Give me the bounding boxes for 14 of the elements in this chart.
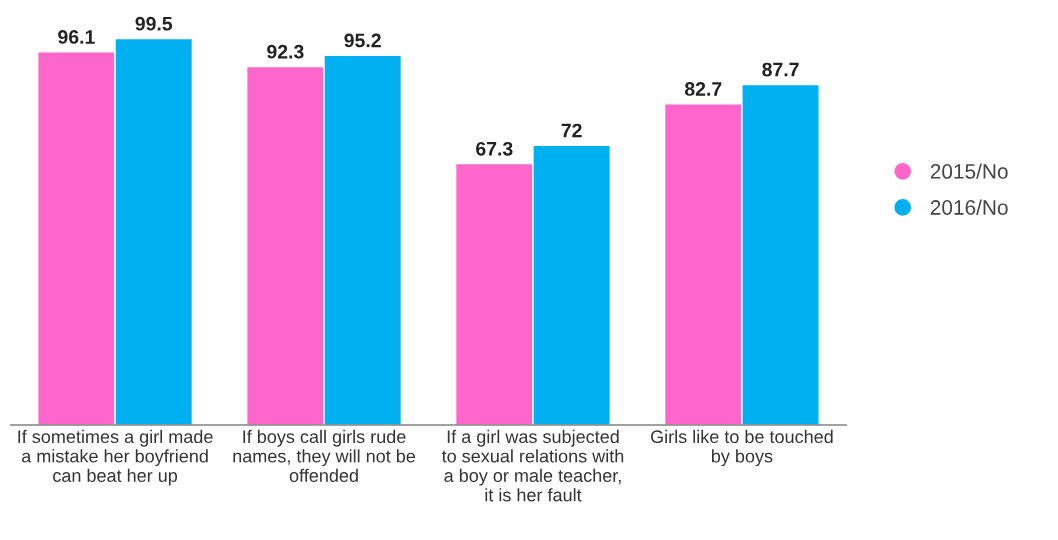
data-label: 92.3 bbox=[267, 44, 304, 59]
data-label: 99.5 bbox=[135, 16, 173, 31]
legend-label: 2015/No bbox=[930, 163, 1008, 179]
data-label: 82.7 bbox=[684, 82, 722, 96]
data-label: 87.7 bbox=[762, 62, 799, 77]
data-label: 67.3 bbox=[476, 141, 513, 156]
data-label: 96.1 bbox=[58, 30, 95, 44]
legend-label: 2016/No bbox=[930, 199, 1008, 215]
data-label: 95.2 bbox=[344, 33, 381, 48]
x-tick-label: Girls like to be touched by boys bbox=[651, 429, 833, 467]
x-tick-label: If a girl was subjected to sexual relations with a boy or male teacher, it is her fault bbox=[441, 429, 624, 502]
x-tick-label: If sometimes a girl made a mistake her boyfriend can beat her up bbox=[18, 429, 213, 486]
x-tick-label: If boys call girls rude names, they will not be offended bbox=[233, 429, 416, 482]
data-label: 72 bbox=[561, 123, 582, 138]
